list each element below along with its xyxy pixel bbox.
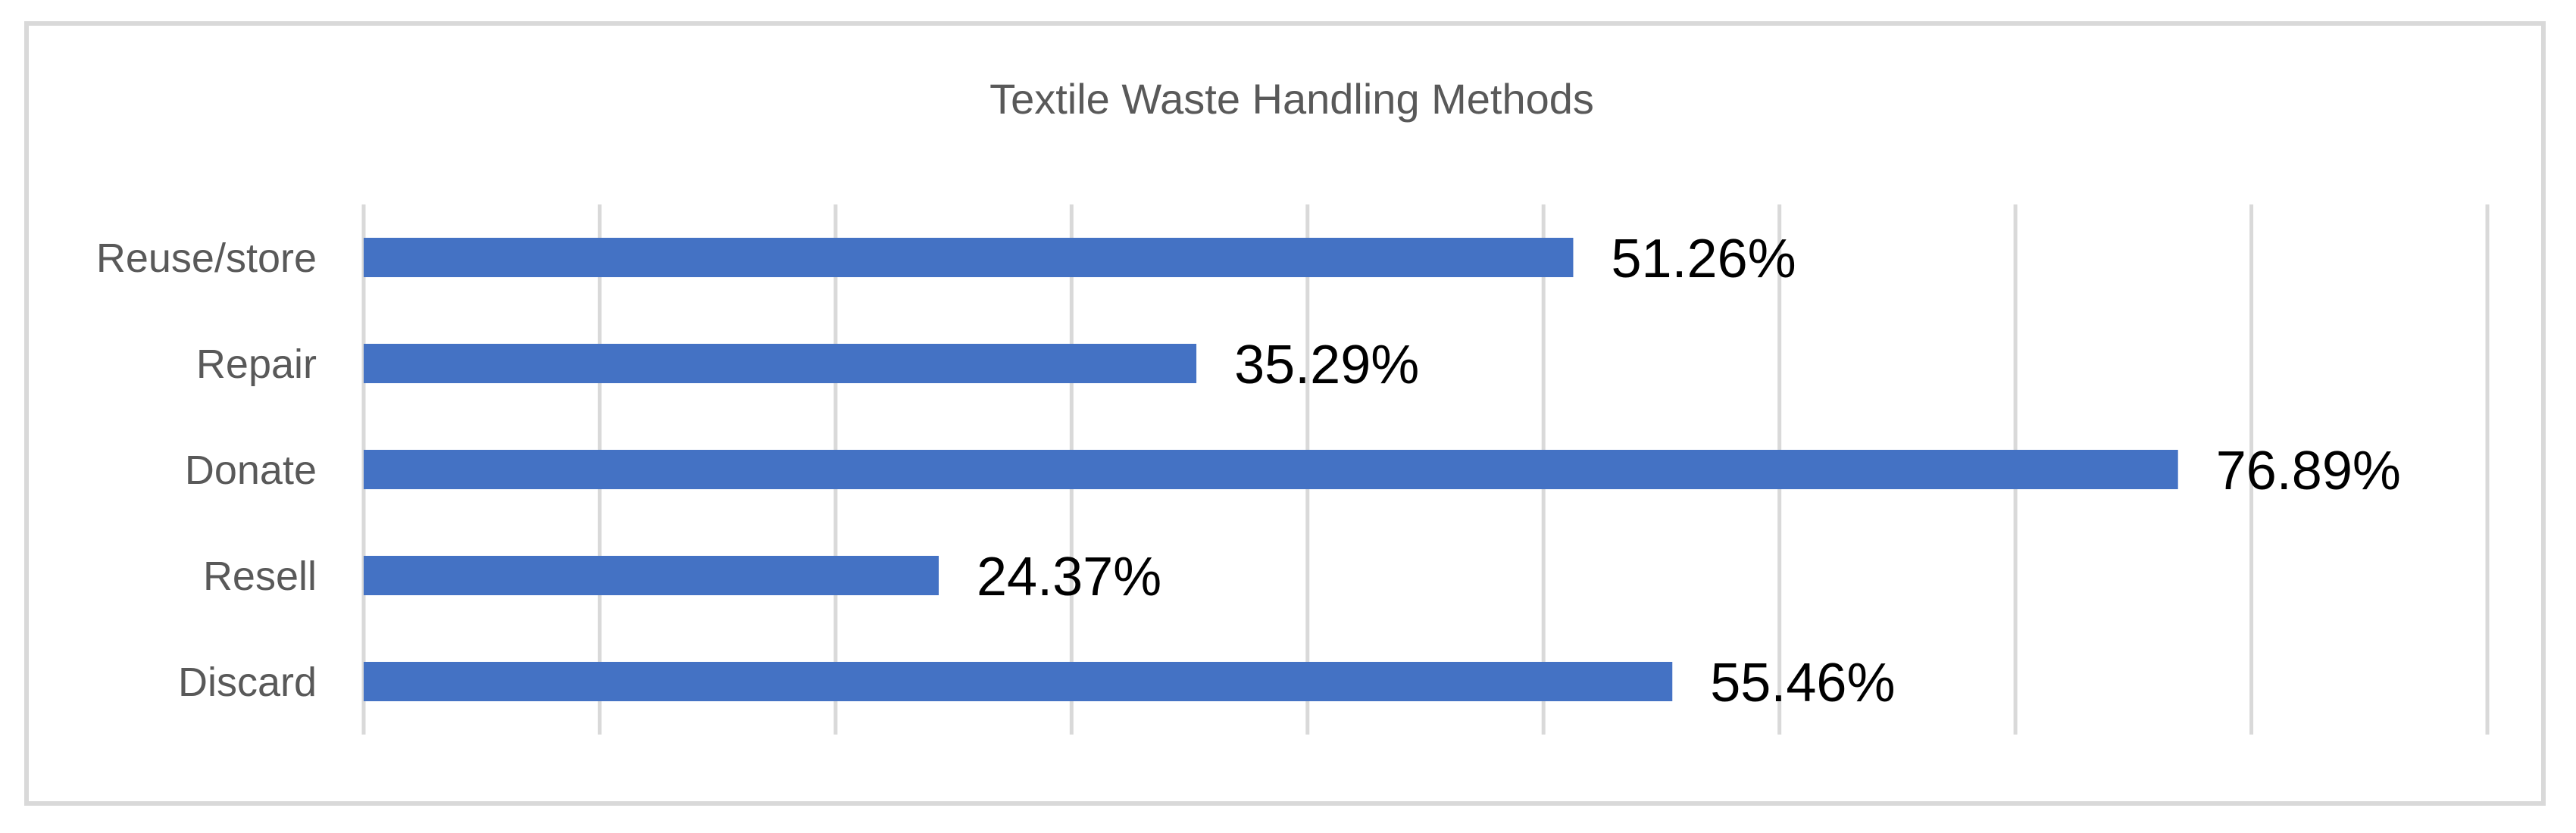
category-label: Resell	[203, 554, 317, 599]
bar-reuse-store	[364, 238, 1574, 277]
data-label: 51.26%	[1611, 229, 1796, 289]
data-labels: 51.26% 35.29% 76.89% 24.37% 55.46%	[977, 229, 2401, 713]
category-label: Discard	[178, 660, 317, 705]
bars	[364, 238, 2178, 701]
bar-donate	[364, 450, 2178, 489]
chart-title: Textile Waste Handling Methods	[989, 75, 1594, 123]
bar-discard	[364, 662, 1673, 701]
category-label: Donate	[185, 448, 317, 493]
gridlines	[361, 204, 2490, 735]
category-label: Reuse/store	[96, 236, 317, 281]
data-label: 24.37%	[977, 547, 1161, 607]
data-label: 35.29%	[1234, 335, 1419, 395]
category-labels: Reuse/store Repair Donate Resell Discard	[96, 236, 317, 705]
bar-repair	[364, 344, 1197, 383]
bar-resell	[364, 556, 939, 595]
category-label: Repair	[196, 342, 317, 387]
data-label: 55.46%	[1710, 653, 1895, 713]
data-label: 76.89%	[2216, 441, 2401, 501]
